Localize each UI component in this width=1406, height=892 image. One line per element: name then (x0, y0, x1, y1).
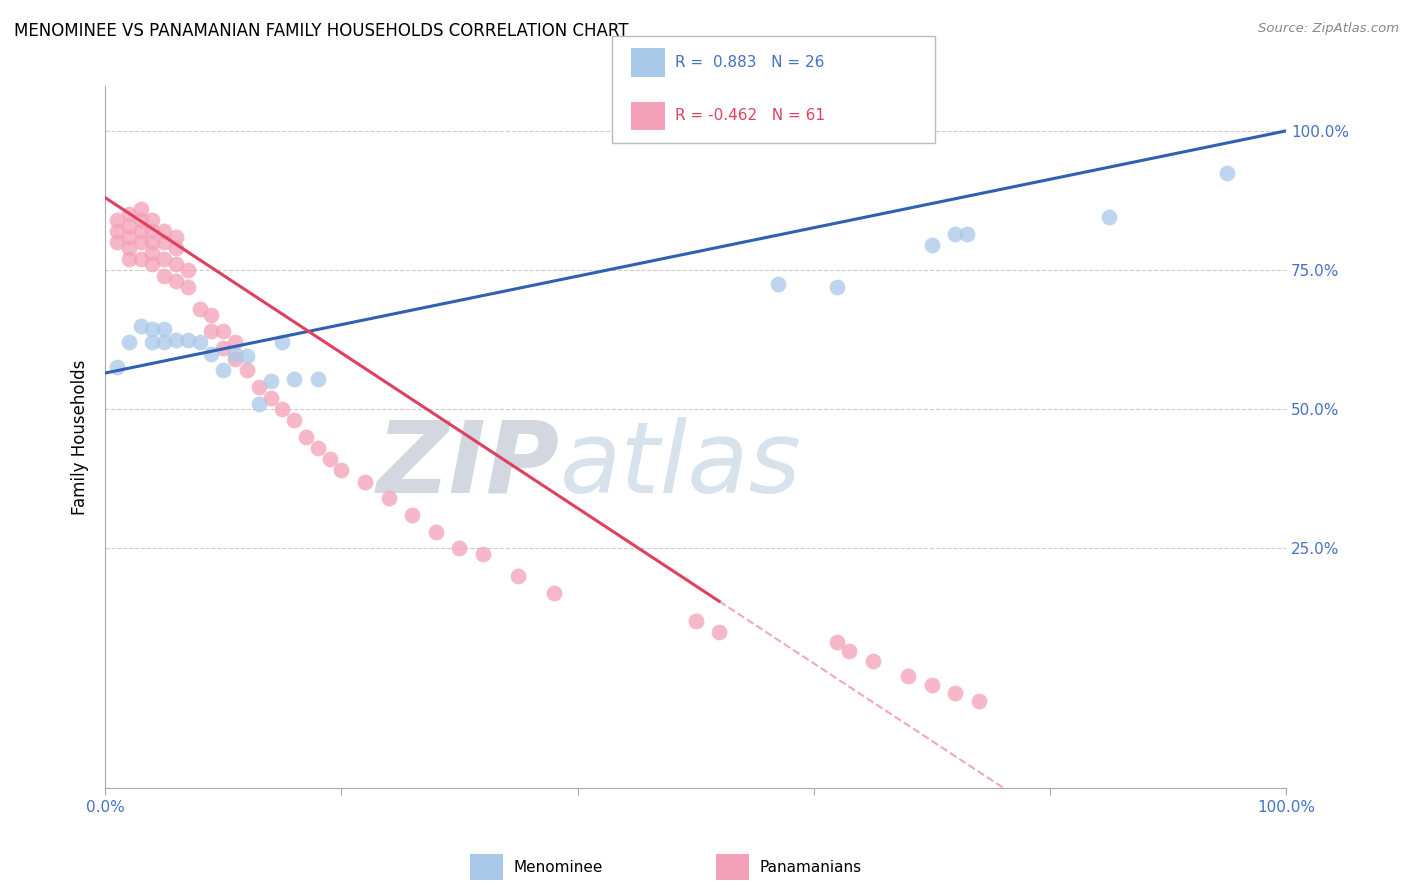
Point (425, 524, 447, 539)
Point (118, 241, 141, 255)
Point (129, 252, 152, 266)
Point (105, 360, 128, 375)
Point (165, 258, 187, 272)
Point (224, 335, 246, 350)
Point (318, 452, 340, 467)
Point (153, 235, 176, 250)
Point (105, 224, 128, 238)
Point (862, 654, 884, 668)
Point (247, 397, 270, 411)
Point (200, 324, 222, 338)
Text: R =  0.883   N = 26: R = 0.883 N = 26 (675, 55, 824, 70)
Point (709, 624, 731, 639)
Point (118, 207, 141, 221)
Point (224, 352, 246, 367)
Point (153, 252, 176, 266)
Point (921, 678, 943, 692)
Text: Panamanians: Panamanians (759, 860, 862, 874)
Point (827, 635, 849, 649)
Point (295, 430, 318, 444)
Text: atlas: atlas (560, 417, 801, 514)
Point (212, 324, 235, 338)
Point (129, 235, 152, 250)
Point (165, 229, 187, 244)
Point (1216, 166, 1239, 180)
Point (943, 227, 966, 241)
Point (283, 371, 305, 385)
Point (141, 321, 163, 335)
Point (449, 541, 471, 556)
Text: Source: ZipAtlas.com: Source: ZipAtlas.com (1258, 22, 1399, 36)
Point (307, 441, 329, 455)
Point (543, 586, 565, 600)
Point (141, 246, 163, 260)
Point (354, 475, 377, 489)
Point (259, 391, 281, 405)
Point (200, 346, 222, 360)
Point (105, 235, 128, 250)
Text: Menominee: Menominee (513, 860, 603, 874)
Point (129, 224, 152, 238)
Point (200, 308, 222, 322)
Point (153, 321, 176, 335)
Point (118, 335, 141, 350)
Point (259, 375, 281, 389)
Point (177, 263, 200, 277)
Point (330, 463, 353, 477)
Point (508, 569, 530, 583)
Point (967, 694, 990, 708)
Point (685, 614, 707, 628)
Point (129, 202, 152, 216)
Point (141, 258, 163, 272)
Point (165, 241, 187, 255)
Point (236, 349, 259, 363)
Point (141, 224, 163, 238)
Point (236, 363, 259, 377)
Point (956, 227, 979, 241)
Point (283, 413, 305, 427)
Text: R = -0.462   N = 61: R = -0.462 N = 61 (675, 109, 825, 123)
Point (271, 402, 294, 417)
Point (188, 301, 211, 316)
Point (212, 363, 235, 377)
Point (827, 279, 849, 293)
Point (153, 224, 176, 238)
Point (177, 333, 200, 347)
Point (141, 213, 163, 227)
Point (105, 213, 128, 227)
Point (177, 279, 200, 293)
Point (271, 335, 294, 350)
Point (472, 547, 495, 561)
Point (838, 644, 860, 658)
Point (1098, 210, 1121, 224)
Point (307, 371, 329, 385)
Point (165, 274, 187, 288)
Point (247, 380, 270, 394)
Text: ZIP: ZIP (377, 417, 560, 514)
Point (118, 252, 141, 266)
Point (141, 235, 163, 250)
Point (921, 238, 943, 252)
Point (224, 346, 246, 360)
Point (129, 318, 152, 333)
Text: MENOMINEE VS PANAMANIAN FAMILY HOUSEHOLDS CORRELATION CHART: MENOMINEE VS PANAMANIAN FAMILY HOUSEHOLD… (14, 22, 628, 40)
Point (212, 341, 235, 355)
Point (118, 229, 141, 244)
Point (188, 335, 211, 350)
Point (897, 669, 920, 683)
Point (153, 268, 176, 283)
Point (943, 686, 966, 700)
Point (153, 335, 176, 350)
Y-axis label: Family Households: Family Households (72, 359, 89, 515)
Point (141, 335, 163, 350)
Point (118, 219, 141, 233)
Point (165, 333, 187, 347)
Point (401, 508, 423, 522)
Point (768, 277, 790, 291)
Point (377, 491, 399, 506)
Point (129, 213, 152, 227)
